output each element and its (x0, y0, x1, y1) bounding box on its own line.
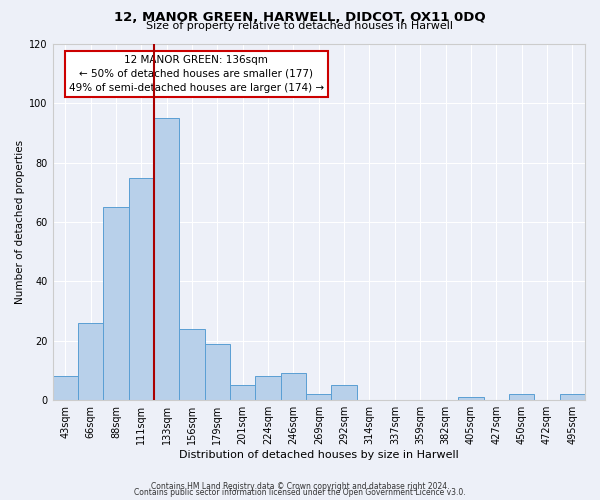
Text: Contains HM Land Registry data © Crown copyright and database right 2024.: Contains HM Land Registry data © Crown c… (151, 482, 449, 491)
Text: 12, MANOR GREEN, HARWELL, DIDCOT, OX11 0DQ: 12, MANOR GREEN, HARWELL, DIDCOT, OX11 0… (114, 11, 486, 24)
Text: Size of property relative to detached houses in Harwell: Size of property relative to detached ho… (146, 21, 454, 31)
Bar (78, 323, 103, 400)
Bar (509, 394, 534, 400)
Bar (560, 394, 585, 400)
Bar (205, 344, 230, 400)
Y-axis label: Number of detached properties: Number of detached properties (15, 140, 25, 304)
Bar (154, 118, 179, 400)
Bar (306, 394, 331, 400)
Bar (281, 374, 306, 400)
Bar (128, 178, 154, 400)
Bar (179, 329, 205, 400)
Text: Contains public sector information licensed under the Open Government Licence v3: Contains public sector information licen… (134, 488, 466, 497)
Bar (103, 208, 128, 400)
Bar (230, 386, 256, 400)
Bar (458, 397, 484, 400)
Bar (331, 386, 357, 400)
X-axis label: Distribution of detached houses by size in Harwell: Distribution of detached houses by size … (179, 450, 458, 460)
Bar (53, 376, 78, 400)
Bar (256, 376, 281, 400)
Text: 12 MANOR GREEN: 136sqm
← 50% of detached houses are smaller (177)
49% of semi-de: 12 MANOR GREEN: 136sqm ← 50% of detached… (69, 54, 324, 92)
